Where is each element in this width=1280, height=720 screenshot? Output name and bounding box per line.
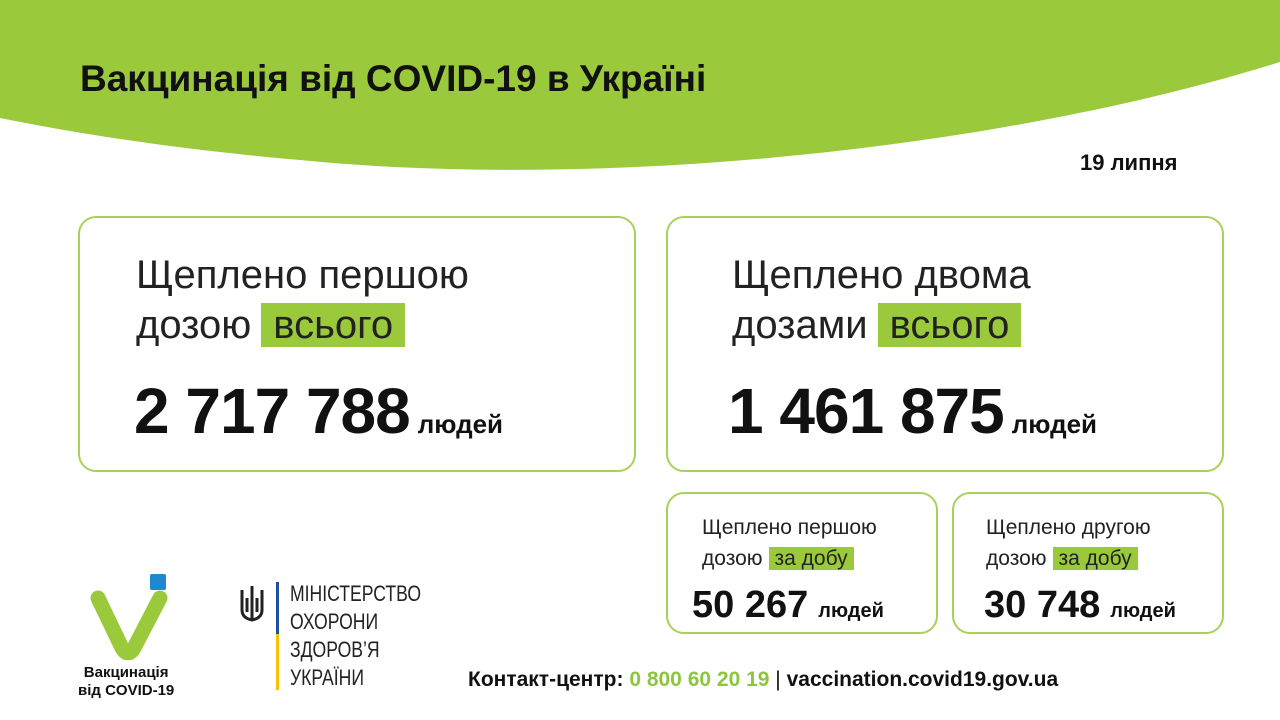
logo-line: від COVID-19 (78, 682, 175, 699)
card-label: Щеплено другою (986, 516, 1151, 539)
card-second-dose-daily: Щеплено другою дозою за добу 30 748 людей (952, 492, 1224, 634)
footer-contact: Контакт-центр: 0 800 60 20 19 | vaccinat… (468, 668, 1058, 692)
card-label: Щеплено першою (136, 253, 469, 297)
card-label: дозою (986, 547, 1047, 570)
unit-label: людей (1011, 409, 1098, 439)
unit-label: людей (818, 600, 884, 622)
card-label: дозами (732, 303, 868, 347)
count-value: 2 717 788 (134, 375, 411, 447)
highlight-badge: всього (261, 303, 406, 347)
contact-label: Контакт-центр: (468, 668, 624, 691)
card-label: Щеплено першою (702, 516, 877, 539)
card-label: дозою (702, 547, 763, 570)
ministry-logo-text: МІНІСТЕРСТВО ОХОРОНИ ЗДОРОВ’Я УКРАЇНИ (290, 580, 421, 692)
header-wave (0, 0, 1280, 170)
website-link[interactable]: vaccination.covid19.gov.ua (786, 668, 1059, 691)
count-value: 50 267 (692, 584, 809, 626)
trident-icon (240, 586, 264, 622)
separator: | (775, 668, 781, 691)
ministry-line: МІНІСТЕРСТВО (290, 581, 422, 606)
card-second-dose-total: Щеплено двома дозами всього 1 461 875 люде… (666, 216, 1224, 472)
card-label: дозою (136, 303, 252, 347)
ministry-line: ЗДОРОВ’Я (290, 637, 380, 662)
ministry-line: УКРАЇНИ (290, 665, 364, 690)
phone-link[interactable]: 0 800 60 20 19 (629, 668, 770, 691)
card-first-dose-daily: Щеплено першою дозою за добу 50 267 людей (666, 492, 938, 634)
highlight-badge: всього (877, 303, 1022, 347)
highlight-badge: за добу (1052, 547, 1138, 570)
card-first-dose-total: Щеплено першою дозою всього 2 717 788 люде… (78, 216, 636, 472)
logo-line: Вакцинація (83, 664, 169, 681)
ministry-line: ОХОРОНИ (290, 609, 379, 634)
unit-label: людей (417, 409, 504, 439)
page-title: Вакцинація від COVID-19 в Україні (80, 58, 707, 99)
flag-stripe-blue (276, 582, 279, 634)
count-value: 30 748 (984, 584, 1101, 626)
vaccination-logo-icon (90, 574, 168, 660)
vaccination-logo-text: Вакцинація від COVID-19 (78, 664, 174, 700)
date-label: 19 липня (1080, 150, 1178, 175)
count-value: 1 461 875 (728, 375, 1005, 447)
highlight-badge: за добу (768, 547, 854, 570)
unit-label: людей (1110, 600, 1176, 622)
flag-stripe-yellow (276, 634, 279, 690)
card-label: Щеплено двома (732, 253, 1031, 297)
